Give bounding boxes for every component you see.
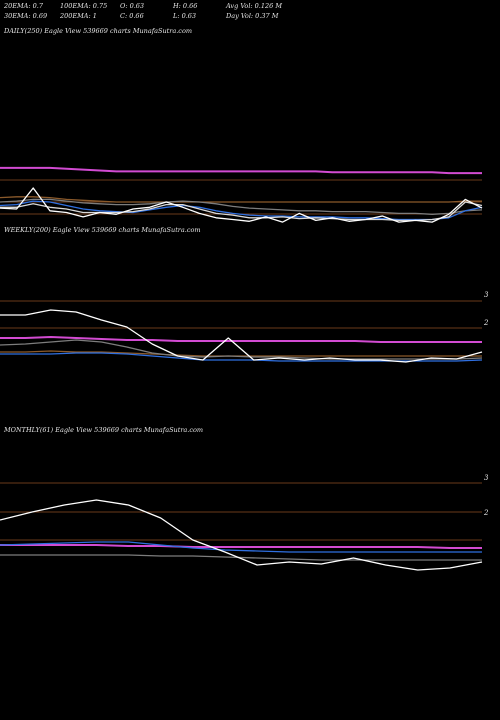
daily-series-line-0 <box>0 166 482 175</box>
ema30-value: 30EMA: 0.69 <box>4 12 48 20</box>
daily-series-line-1 <box>0 196 482 203</box>
ema200-value: 200EMA: 1 <box>60 12 97 20</box>
ema20-value: 20EMA: 0.7 <box>4 2 43 10</box>
monthly-series-line-1 <box>0 554 482 561</box>
monthly-y-tick-label-0: 3 <box>484 474 489 482</box>
daily-series-line-3 <box>0 200 483 221</box>
weekly-series-line-4 <box>0 309 483 363</box>
weekly-series-line-3 <box>0 352 483 362</box>
daily-series-line-5 <box>0 187 483 223</box>
monthly-series-line-0 <box>0 544 482 549</box>
weekly-y-tick-label-1: 2 <box>483 319 489 327</box>
low-value: L: 0.63 <box>173 12 197 20</box>
avg-vol-value: Avg Vol: 0.126 M <box>226 2 283 10</box>
weekly-series-line-2 <box>0 339 483 360</box>
weekly-panel-title: WEEKLY(200) Eagle View 539669 charts Mun… <box>4 226 201 234</box>
monthly-y-tick-label-1: 2 <box>483 509 489 517</box>
day-vol-value: Day Vol: 0.37 M <box>226 12 279 20</box>
monthly-panel-title: MONTHLY(61) Eagle View 539669 charts Mun… <box>4 426 204 434</box>
weekly-y-tick-label-0: 3 <box>484 291 489 299</box>
ema100-value: 100EMA: 0.75 <box>60 2 108 10</box>
stats-header: 20EMA: 0.7 100EMA: 0.75 O: 0.63 H: 0.66 … <box>4 2 496 30</box>
daily-series-line-4 <box>0 201 483 222</box>
daily-series-line-2 <box>0 198 483 215</box>
weekly-series-line-0 <box>0 336 482 343</box>
open-value: O: 0.63 <box>120 2 145 10</box>
monthly-series-line-2 <box>0 541 482 553</box>
monthly-series-line-3 <box>0 499 483 571</box>
daily-panel-title: DAILY(250) Eagle View 539669 charts Muna… <box>4 27 193 35</box>
high-value: H: 0.66 <box>173 2 198 10</box>
close-value: C: 0.66 <box>120 12 144 20</box>
